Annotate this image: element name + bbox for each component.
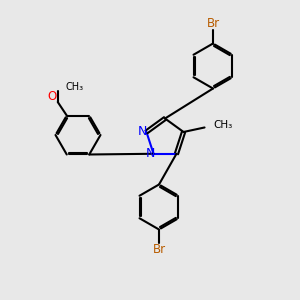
- Text: N: N: [145, 147, 154, 160]
- Text: N: N: [138, 125, 148, 139]
- Text: CH₃: CH₃: [65, 82, 83, 92]
- Text: O: O: [47, 90, 56, 103]
- Text: CH₃: CH₃: [214, 120, 233, 130]
- Text: Br: Br: [206, 17, 220, 30]
- Text: Br: Br: [152, 243, 166, 256]
